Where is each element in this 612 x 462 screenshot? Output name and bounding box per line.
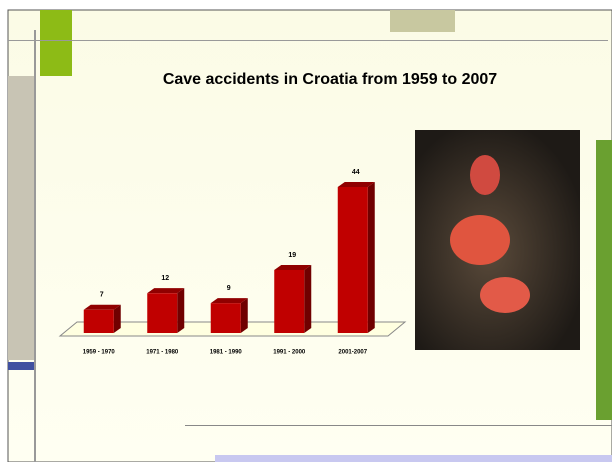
x-tick-label: 1971 - 1980 — [146, 350, 179, 356]
photo-figure — [480, 277, 530, 313]
bar — [211, 303, 241, 333]
deco-green — [40, 10, 72, 76]
value-label: 7 — [100, 292, 104, 299]
value-label: 44 — [352, 169, 360, 176]
deco-blue — [8, 362, 34, 370]
bar — [84, 310, 114, 333]
x-tick-label: 1959 - 1970 — [83, 350, 116, 356]
bar — [338, 187, 368, 333]
chart-title: Cave accidents in Croatia from 1959 to 2… — [163, 71, 497, 88]
photo-figure — [450, 215, 510, 265]
bar — [274, 270, 304, 333]
photo-figure — [470, 155, 500, 195]
bar-side — [177, 288, 184, 333]
bar-side — [241, 298, 248, 333]
slide: Cave accidents in Croatia from 1959 to 2… — [0, 0, 612, 462]
value-label: 12 — [161, 275, 169, 282]
deco-bottom-bar — [215, 455, 612, 462]
deco-line — [8, 40, 608, 41]
x-tick-label: 1981 - 1990 — [210, 350, 243, 356]
bar — [147, 293, 177, 333]
bar-side — [304, 265, 311, 333]
deco-olive — [390, 10, 455, 32]
deco-grey — [8, 76, 34, 360]
deco-right — [596, 140, 612, 420]
x-tick-label: 2001-2007 — [338, 350, 367, 356]
x-tick-label: 1991 - 2000 — [273, 350, 306, 356]
deco-bottom — [185, 425, 612, 426]
value-label: 19 — [288, 252, 296, 259]
bar-side — [368, 182, 375, 333]
chart: Cave accidents in Croatia from 1959 to 2… — [0, 0, 612, 462]
deco-vline — [34, 30, 36, 462]
value-label: 9 — [227, 285, 231, 292]
